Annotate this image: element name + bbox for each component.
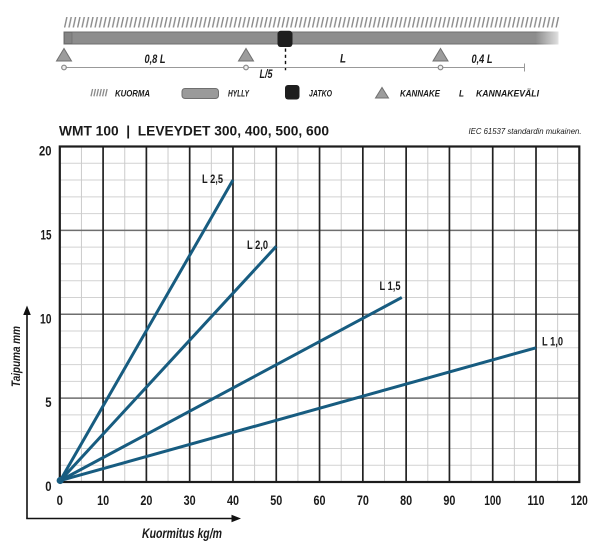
svg-text:Taipuma mm: Taipuma mm (9, 326, 23, 387)
svg-text:100: 100 (484, 492, 501, 508)
svg-text:0,4 L: 0,4 L (472, 52, 493, 66)
svg-text:IEC 61537 standardin mukainen.: IEC 61537 standardin mukainen. (469, 127, 582, 136)
svg-text:L 1,5: L 1,5 (380, 279, 401, 293)
svg-text:L/5: L/5 (260, 67, 273, 81)
svg-text:110: 110 (528, 492, 545, 508)
svg-text:70: 70 (357, 492, 369, 508)
svg-text:L: L (459, 89, 464, 99)
svg-text:20: 20 (39, 143, 52, 159)
svg-text:JATKO: JATKO (309, 89, 332, 99)
svg-text:90: 90 (443, 492, 455, 508)
svg-text:Kuormitus kg/m: Kuormitus kg/m (142, 526, 222, 541)
svg-text:0,8 L: 0,8 L (145, 52, 166, 66)
svg-text:KUORMA: KUORMA (115, 89, 150, 99)
svg-text:20: 20 (140, 492, 152, 508)
svg-text:KANNAKE: KANNAKE (400, 89, 441, 99)
svg-text:50: 50 (270, 492, 282, 508)
svg-text:30: 30 (184, 492, 196, 508)
svg-text:10: 10 (97, 492, 109, 508)
svg-text:KANNAKEVÄLI: KANNAKEVÄLI (476, 89, 539, 99)
svg-text:0: 0 (45, 478, 51, 494)
svg-text:HYLLY: HYLLY (228, 89, 250, 99)
svg-text:80: 80 (400, 492, 412, 508)
svg-text:0: 0 (57, 492, 63, 508)
svg-text:WMT 100 | LEVEYDET 300, 400,: WMT 100 | LEVEYDET 300, 400, 500, 600 (59, 123, 329, 139)
svg-text:15: 15 (41, 226, 52, 242)
svg-text:40: 40 (227, 492, 239, 508)
svg-text:10: 10 (40, 310, 52, 326)
svg-text:5: 5 (45, 394, 51, 410)
svg-text:L 2,0: L 2,0 (247, 238, 268, 252)
svg-text:L: L (340, 52, 346, 66)
svg-text:L 1,0: L 1,0 (542, 335, 563, 349)
svg-text:L 2,5: L 2,5 (202, 172, 223, 186)
svg-text:120: 120 (571, 492, 588, 508)
svg-text:60: 60 (314, 492, 326, 508)
